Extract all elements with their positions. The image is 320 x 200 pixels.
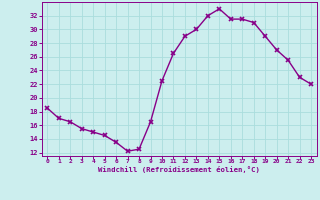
- X-axis label: Windchill (Refroidissement éolien,°C): Windchill (Refroidissement éolien,°C): [98, 166, 260, 173]
